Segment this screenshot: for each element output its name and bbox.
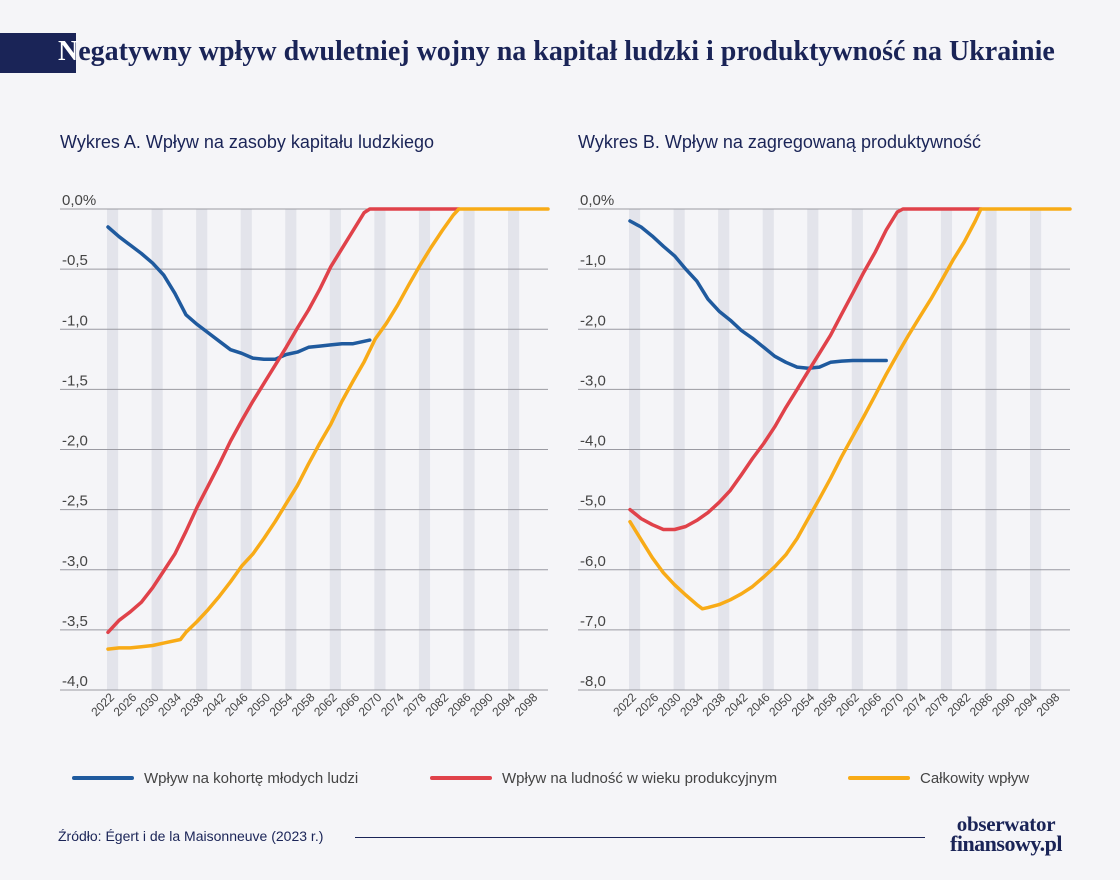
chart-a-x-tick-label: 2058 [289, 690, 318, 719]
chart-b-x-tick-label: 2094 [1011, 690, 1040, 719]
chart-b-y-tick-label: -2,0 [580, 312, 606, 329]
chart-b-title: Wykres B. Wpływ na zagregowaną produktyw… [578, 132, 982, 152]
chart-b-y-tick-label: -8,0 [580, 673, 606, 690]
chart-b-x-tick-label: 2046 [744, 690, 773, 719]
legend-item-youth: Wpływ na kohortę młodych ludzi [72, 768, 358, 788]
chart-a-x-tick-label: 2074 [378, 690, 407, 719]
chart-a-x-tick-label: 2026 [111, 690, 140, 719]
chart-b-y-tick-label: -3,0 [580, 372, 606, 389]
chart-a-y-tick-label: -4,0 [62, 673, 88, 690]
chart-a-y-tick-label: 0,0% [62, 192, 96, 209]
chart-b-x-tick-label: 2070 [878, 690, 907, 719]
chart-b-x-tick-label: 2030 [655, 690, 684, 719]
chart-a-y-tick-label: -1,0 [62, 312, 88, 329]
chart-a-x-tick-label: 2062 [311, 690, 340, 719]
legend-label-working: Wpływ na ludność w wieku produkcyjnym [502, 769, 778, 787]
chart-b-series-working [628, 207, 983, 532]
chart-b-y-tick-label: 0,0% [580, 192, 614, 209]
title-first-letter: N [58, 36, 79, 67]
legend-swatch-working [430, 776, 492, 780]
chart-a-y-tick-label: -2,5 [62, 493, 88, 510]
chart-b-x-tick-label: 2082 [945, 690, 974, 719]
chart-a-y-tick-label: -1,5 [62, 372, 88, 389]
chart-a-x-tick-label: 2034 [155, 690, 184, 719]
title-rest: egatywny wpływ dwuletniej wojny na kapit… [78, 36, 1055, 67]
legend-item-total: Całkowity wpływ [848, 768, 1029, 788]
chart-a-series-working [106, 207, 461, 635]
chart-a-title: Wykres A. Wpływ na zasoby kapitału ludzk… [60, 132, 435, 152]
chart-b-x-tick-label: 2058 [811, 690, 840, 719]
chart-a-x-tick-label: 2038 [177, 690, 206, 719]
chart-a-x-tick-label: 2046 [222, 690, 251, 719]
logo-line-2: finansowy.pl [950, 831, 1063, 856]
page-title: Negatywny wpływ dwuletniej wojny na kapi… [58, 36, 1055, 68]
chart-b-x-tick-label: 2050 [766, 690, 795, 719]
chart-a-x-tick-label: 2022 [88, 690, 117, 719]
chart-b-x-tick-label: 2090 [989, 690, 1018, 719]
chart-a-x-tick-label: 2030 [133, 690, 162, 719]
chart-b-x-tick-label: 2062 [833, 690, 862, 719]
legend-swatch-total [848, 776, 910, 780]
chart-b-x-tick-label: 2086 [967, 690, 996, 719]
chart-b-y-tick-label: -5,0 [580, 493, 606, 510]
chart-a-series-total [106, 207, 550, 651]
logo-line-1: obserwator [956, 812, 1056, 836]
chart-b-x-tick-label: 2098 [1034, 690, 1063, 719]
chart-b-x-tick-label: 2066 [855, 690, 884, 719]
source-divider [355, 837, 925, 838]
chart-a-y-tick-label: -3,0 [62, 553, 88, 570]
chart-a-x-tick-label: 2054 [267, 690, 296, 719]
chart-b-series-total [628, 207, 1072, 611]
chart-b-y-tick-label: -4,0 [580, 433, 606, 450]
chart-a-y-tick-label: -0,5 [62, 252, 88, 269]
chart-b-series-youth [628, 219, 888, 371]
source-note: Źródło: Égert i de la Maisonneuve (2023 … [58, 828, 324, 844]
chart-a-x-tick-label: 2090 [467, 690, 496, 719]
chart-a-y-tick-label: -2,0 [62, 433, 88, 450]
chart-a-x-tick-label: 2066 [333, 690, 362, 719]
chart-b-x-tick-label: 2074 [900, 690, 929, 719]
chart-b-x-tick-label: 2078 [922, 690, 951, 719]
title-bar: Negatywny wpływ dwuletniej wojny na kapi… [0, 33, 1120, 73]
chart-a-x-tick-label: 2042 [200, 690, 229, 719]
chart-a-y-tick-label: -3,5 [62, 613, 88, 630]
chart-b-x-tick-label: 2026 [633, 690, 662, 719]
chart-b-x-tick-label: 2054 [789, 690, 818, 719]
title-accent-block [0, 33, 76, 73]
chart-a-x-tick-label: 2070 [356, 690, 385, 719]
publisher-logo: obserwator finansowy.pl [936, 812, 1076, 856]
legend-label-youth: Wpływ na kohortę młodych ludzi [144, 769, 359, 787]
chart-b-x-tick-label: 2022 [610, 690, 639, 719]
chart-a-x-tick-label: 2082 [423, 690, 452, 719]
chart-a-series-youth [106, 225, 372, 362]
chart-b-x-tick-label: 2042 [722, 690, 751, 719]
chart-a-x-tick-label: 2086 [445, 690, 474, 719]
chart-b-x-tick-label: 2034 [677, 690, 706, 719]
chart-b-x-tick-label: 2038 [699, 690, 728, 719]
chart-a-x-tick-label: 2050 [244, 690, 273, 719]
legend-label-total: Całkowity wpływ [920, 769, 1030, 787]
chart-a-x-tick-label: 2094 [489, 690, 518, 719]
chart-a-x-tick-label: 2078 [400, 690, 429, 719]
chart-b-y-tick-label: -1,0 [580, 252, 606, 269]
legend-swatch-youth [72, 776, 134, 780]
legend-item-working: Wpływ na ludność w wieku produkcyjnym [430, 768, 777, 788]
chart-b-y-tick-label: -6,0 [580, 553, 606, 570]
chart-a-x-tick-label: 2098 [512, 690, 541, 719]
chart-b-y-tick-label: -7,0 [580, 613, 606, 630]
